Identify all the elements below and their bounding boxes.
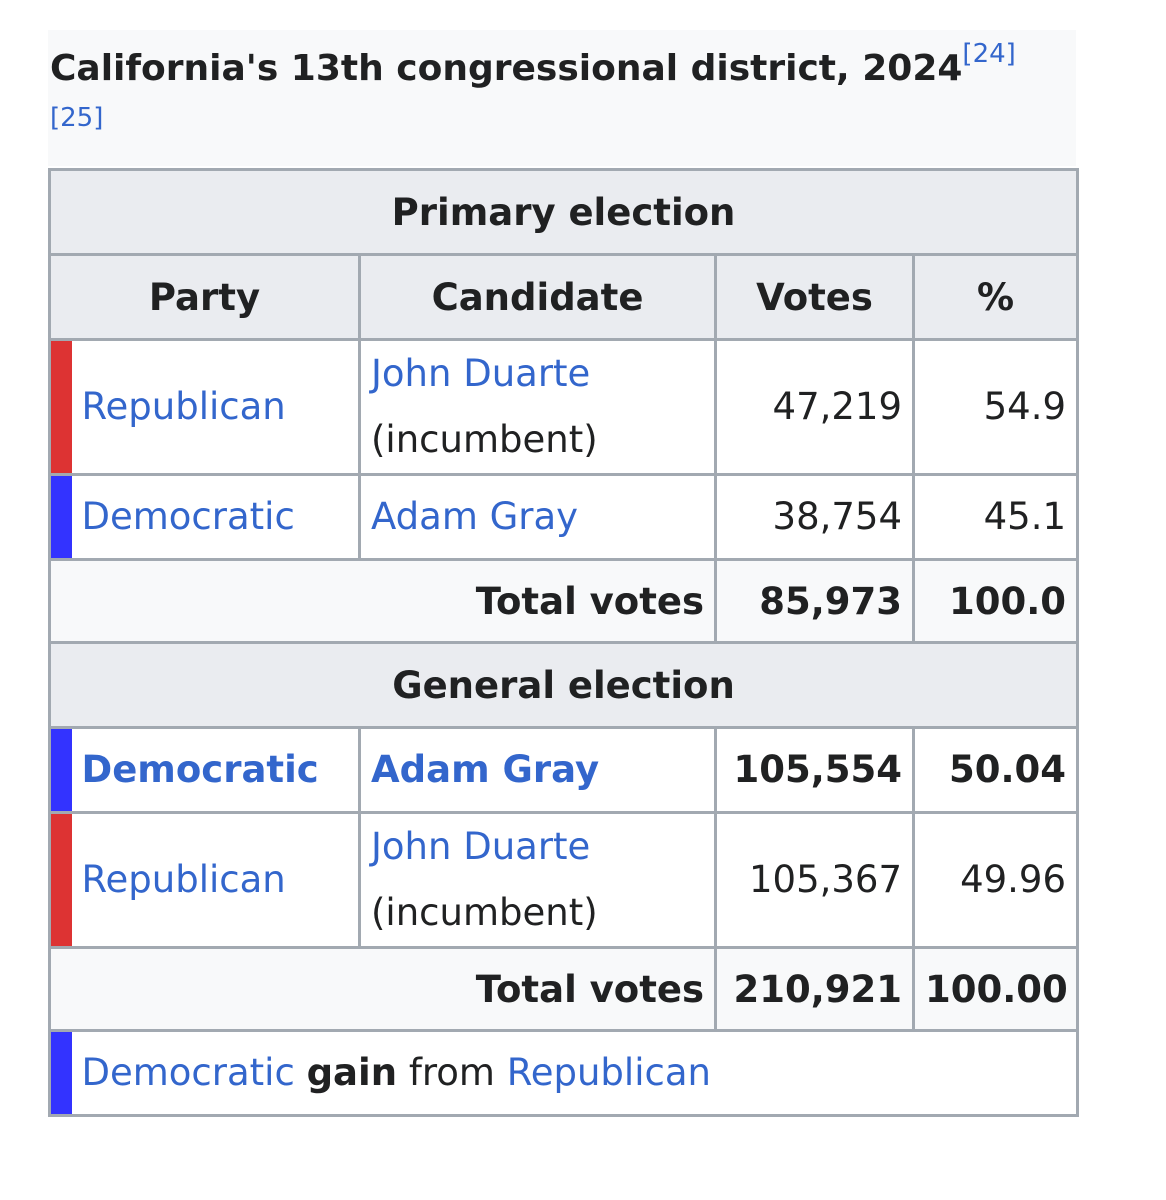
candidate-link[interactable]: John Duarte — [371, 352, 591, 395]
party-link[interactable]: Republican — [81, 858, 286, 901]
column-header: % — [911, 253, 1080, 341]
total-row: Total votes 210,921 100.00 — [48, 946, 1080, 1032]
party-color — [48, 338, 72, 476]
note: (incumbent) — [371, 891, 598, 934]
ref[interactable]: [24] — [962, 39, 1016, 69]
party: Republican — [71, 811, 361, 949]
candidate: John Duarte (incumbent) — [358, 338, 717, 476]
candidate: John Duarte (incumbent) — [358, 811, 717, 949]
section-row: General election — [47, 641, 1080, 729]
section-heading: Primary election — [47, 168, 1080, 256]
party-link[interactable]: Republican — [81, 385, 286, 428]
party-color — [48, 811, 72, 949]
total-row: Total votes 85,973 100.0 — [48, 558, 1080, 644]
note: (incumbent) — [371, 418, 598, 461]
section-row: Primary election — [47, 168, 1080, 256]
total-percent: 100.00 — [911, 946, 1080, 1032]
result-row: Democratic gain from Republican — [48, 1029, 1080, 1117]
result-word: gain — [306, 1051, 398, 1094]
party-link[interactable]: Democratic — [81, 495, 295, 538]
percent: 54.9 — [911, 338, 1080, 476]
votes: 105,554 — [714, 726, 915, 814]
candidate-row: Republican John Duarte (incumbent) 105,367 4… — [48, 811, 1080, 949]
percent: 50.04 — [911, 726, 1080, 814]
party: Republican — [71, 338, 361, 476]
candidate: Adam Gray — [358, 726, 717, 814]
total-votes: 210,921 — [714, 946, 915, 1032]
party-color — [48, 1029, 72, 1117]
column-header: Votes — [714, 253, 915, 341]
votes: 105,367 — [714, 811, 915, 949]
votes: 47,219 — [714, 338, 915, 476]
percent: 45.1 — [911, 473, 1080, 561]
caption: California's 13th congressional district… — [48, 30, 1076, 166]
candidate-row: Democratic Adam Gray 38,754 45.1 — [48, 473, 1080, 561]
candidate-link[interactable]: Adam Gray — [371, 748, 600, 791]
candidate-link[interactable]: Adam Gray — [371, 495, 579, 538]
party-color — [48, 473, 72, 561]
party-link[interactable]: Democratic — [81, 1051, 295, 1094]
party-link[interactable]: Republican — [506, 1051, 711, 1094]
party: Democratic — [71, 473, 361, 561]
total-label: Total votes — [48, 946, 717, 1032]
ref[interactable]: [25] — [50, 103, 104, 133]
candidate-row: Democratic Adam Gray 105,554 50.04 — [48, 726, 1080, 814]
votes: 38,754 — [714, 473, 915, 561]
total-percent: 100.0 — [911, 558, 1080, 644]
total-votes: 85,973 — [714, 558, 915, 644]
header-row: Party Candidate Votes% — [48, 253, 1080, 341]
percent: 49.96 — [911, 811, 1080, 949]
party-link[interactable]: Democratic — [81, 748, 319, 791]
results-table: Primary election Party Candidate Votes% Repu… — [47, 168, 1080, 1117]
result: Democratic gain from Republican — [71, 1029, 1080, 1117]
candidate-link[interactable]: John Duarte — [371, 825, 591, 868]
party-color — [48, 726, 72, 814]
column-header: Party — [48, 253, 361, 341]
section-heading: General election — [47, 641, 1080, 729]
party: Democratic — [71, 726, 361, 814]
result-from: from — [408, 1051, 495, 1094]
title: California's 13th congressional district… — [50, 48, 963, 89]
column-header: Candidate — [358, 253, 717, 341]
total-label: Total votes — [48, 558, 717, 644]
candidate: Adam Gray — [358, 473, 717, 561]
candidate-row: Republican John Duarte (incumbent) 47,219 54… — [48, 338, 1080, 476]
